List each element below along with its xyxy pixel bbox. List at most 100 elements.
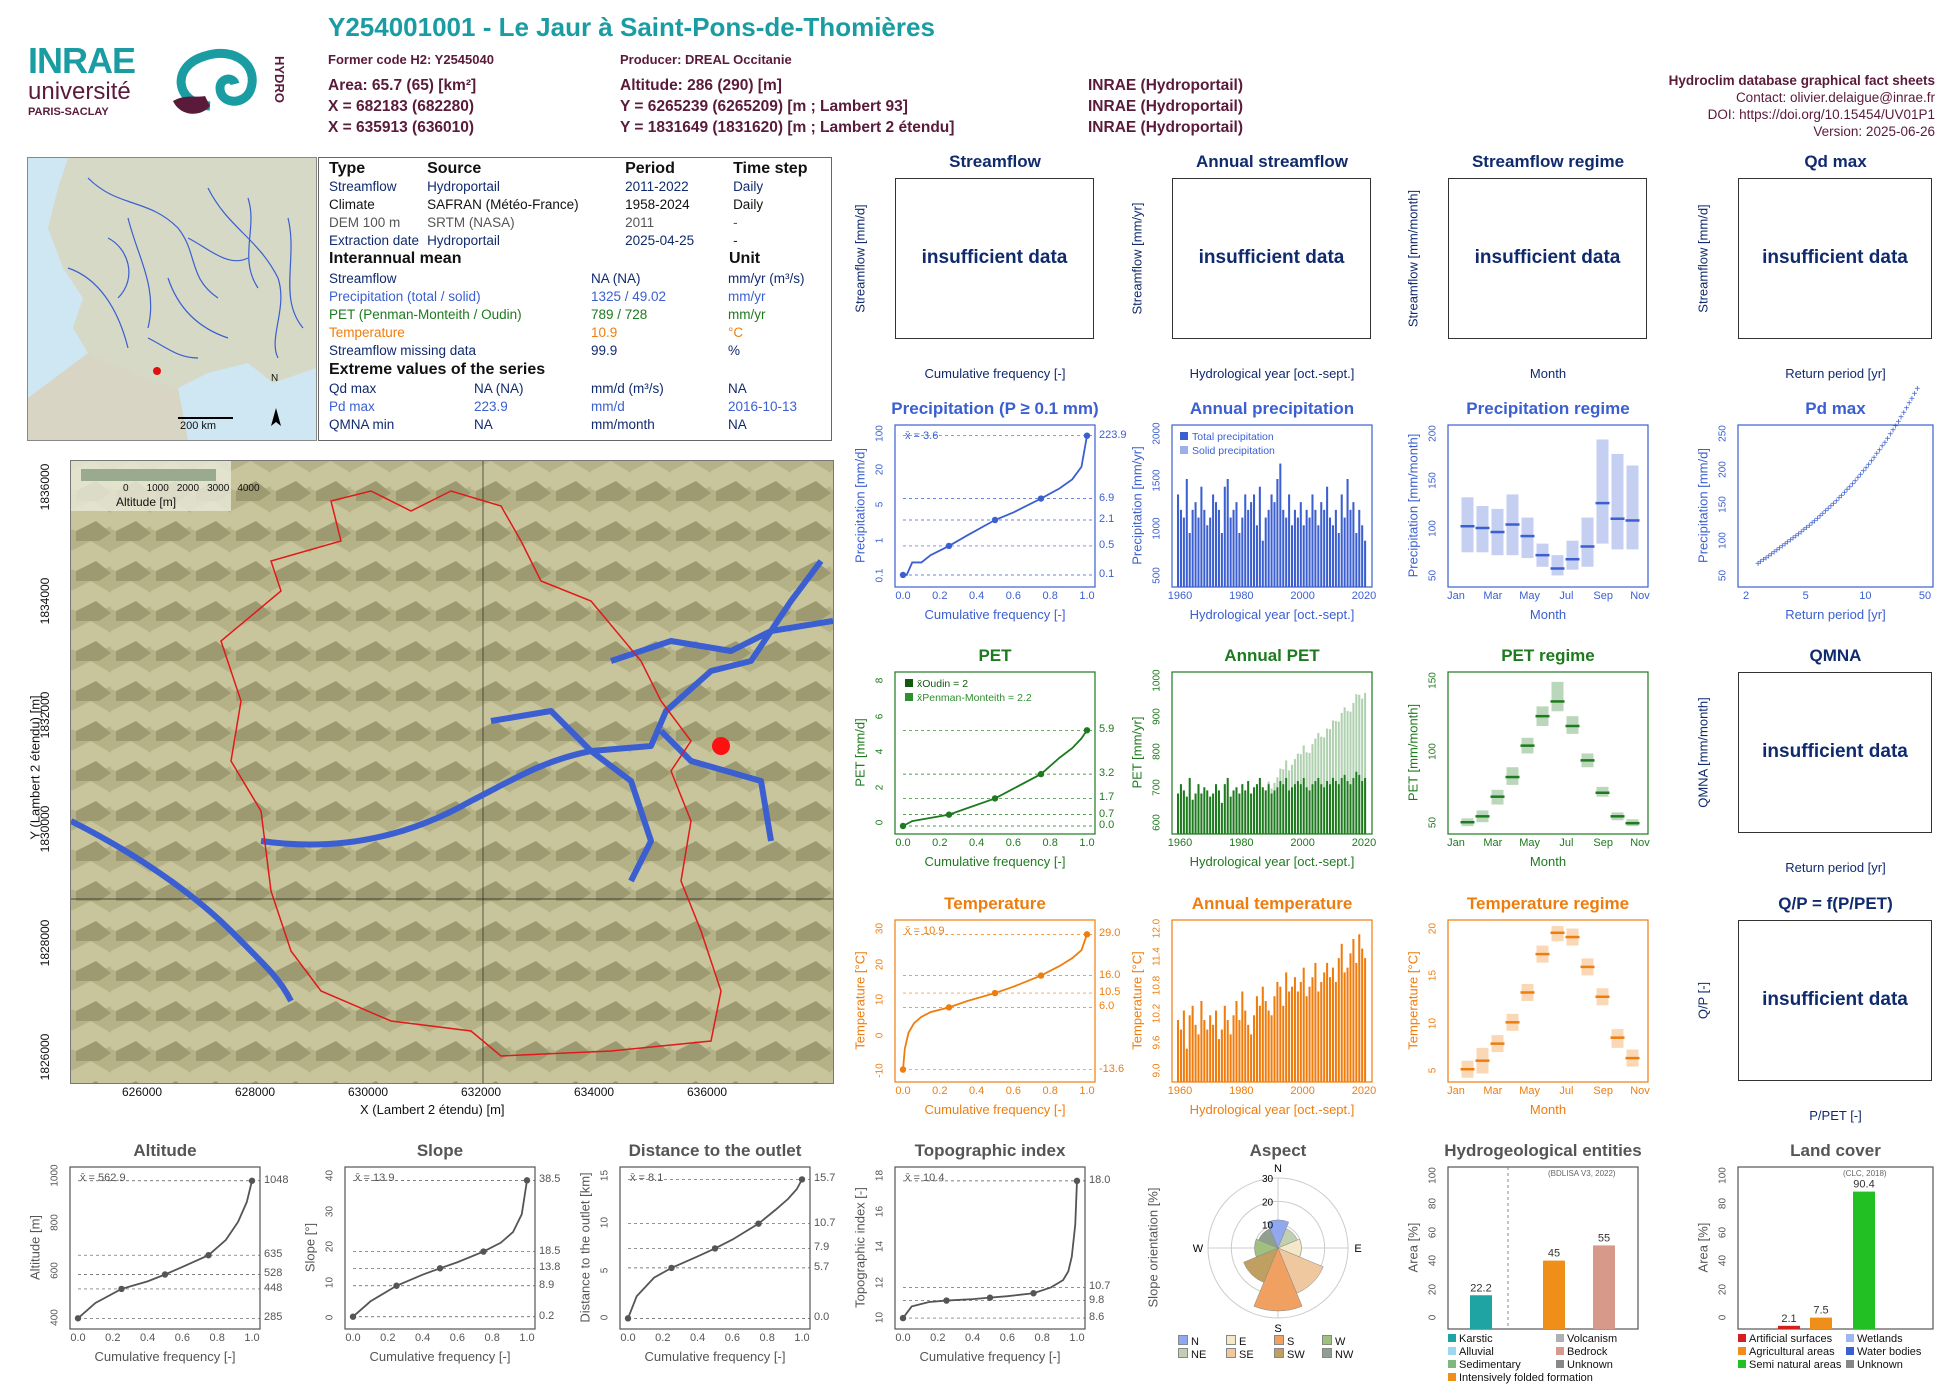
plot-frame [894,424,1096,588]
univ-logo-text: université [28,78,131,105]
annual-bar [1334,981,1337,1082]
pd-max-point: + [1828,502,1834,513]
annual-bar [1215,502,1218,587]
right-value-label: 448 [264,1281,283,1294]
y-axis-label: Precipitation [mm/yr] [1129,446,1145,565]
annual-bar [1279,781,1282,834]
annual-bar [1293,509,1296,587]
unit: °C [728,325,744,340]
annual-legend-item: Total precipitation [1180,431,1274,443]
pd-max-point: + [1793,532,1799,543]
x-tick-label: Jul [1559,590,1574,602]
annual-bar [1308,517,1311,587]
legend-text: Volcanism [1567,1333,1618,1345]
annual-bar [1320,502,1323,587]
annual-bar [1299,784,1302,834]
pd-max-point: + [1839,491,1845,502]
chart-title: Streamflow regime [1471,152,1625,171]
x-axis-label: Cumulative frequency [-] [924,1102,1066,1117]
x-tick-label: 0.4 [139,1332,156,1344]
x-axis-label: Return period [yr] [1785,366,1886,381]
right-value-label: 6.0 [1099,1000,1115,1013]
mean-annotation: x̄ = 8.1 [630,1172,664,1184]
contact-link[interactable]: Contact: olivier.delaigue@inrae.fr [1735,90,1935,105]
annual-bar-overlay [1308,752,1311,791]
quantile-point [899,571,907,579]
legend-text: SW [1287,1349,1305,1361]
list-item: QMNA min NA mm/month NA [329,416,797,434]
category-bar [1853,1191,1875,1329]
legend-text: Bedrock [1567,1346,1608,1358]
x-tick-label: 0.8 [759,1332,775,1344]
annual-bar [1191,509,1194,587]
mean-annotation: x̄ = 10.4 [905,1172,945,1184]
label: Streamflow missing data [329,343,477,358]
y-axis-label: QMNA [mm/month] [1695,697,1711,808]
y-tick-label: 40 [1717,1255,1729,1267]
list-item: Streamflow missing data 99.9% [329,342,804,360]
annual-bar-overlay [1334,721,1337,782]
annual-bar [1361,781,1364,834]
annual-bar [1191,799,1194,834]
annual-bar [1270,494,1273,587]
annual-bar [1364,540,1367,587]
plot-frame [1447,919,1649,1083]
chart-title: Annual PET [1224,646,1320,665]
pd-max-point: + [1755,559,1761,570]
catchment-boundary [220,490,722,1057]
pd-max-point: + [1820,509,1826,520]
x-tick-label: 0.4 [964,1332,981,1344]
chart-plot-area [1171,919,1373,1083]
x-axis-label: Cumulative frequency [-] [924,854,1066,869]
annual-bar [1329,517,1332,587]
legend-swatch [1178,1348,1188,1358]
annual-bar-overlay [1358,694,1361,775]
chart-title: Precipitation regime [1466,399,1630,418]
legend-item: SE [1226,1348,1274,1361]
cell: Hydroportail [427,233,500,248]
y-tick-label: 0 [1427,1314,1439,1321]
x-tick-label: 2000 [1290,837,1315,849]
pet-legend-item: x̄Penman-Monteith = 2.2 [905,692,1032,704]
x-tick-label: 0.0 [895,837,911,849]
legend-text: Agricultural areas [1749,1346,1835,1358]
x-axis-label: Return period [yr] [1785,607,1886,622]
interannual-title: Interannual mean [329,250,462,267]
annual-bar [1217,509,1220,587]
annual-bar [1255,525,1258,587]
y-tick-label: 12 [874,1276,886,1288]
legend-swatch [1180,432,1188,440]
annual-bar [1349,509,1352,587]
cdf-line [352,1180,528,1318]
annual-bar-overlay [1293,759,1296,785]
quantile-point [161,1271,169,1278]
cell: Hydroportail [427,179,500,194]
annual-bar [1340,494,1343,587]
annual-bar [1258,777,1261,834]
annual-bar [1200,1001,1203,1082]
north-text: N [271,373,279,384]
doi-link[interactable]: DOI: https://doi.org/10.15454/UV01P1 [1707,107,1935,122]
y-tick-label: 40 [1427,1255,1439,1267]
annual-bar-overlay [1329,729,1332,785]
annual-bar [1217,1039,1220,1082]
x-tick-label: Jan [1447,837,1465,849]
annual-bar [1253,1015,1256,1082]
annual-bar [1179,1029,1182,1082]
annual-bar [1314,509,1317,587]
source-table: Type Source Period Time step Streamflow H… [325,160,811,250]
list-item: PET (Penman-Monteith / Oudin) 789 / 728 mm… [329,306,804,324]
y-tick-label: 50 [1427,569,1439,582]
bar-value-label: 2.1 [1781,1313,1796,1325]
regime-box [1461,497,1474,553]
annual-bar-overlay [1288,770,1291,791]
y-tick-label: 12.0 [1151,918,1163,939]
rose-direction-label: E [1354,1243,1361,1255]
legend-swatch [1846,1347,1854,1355]
y-axis-label: Temperature [°C] [1129,951,1145,1050]
annual-bar [1279,463,1282,587]
plot-frame [344,1166,536,1330]
db-info: Hydroclim database graphical fact sheets… [1669,72,1935,140]
legend-swatch [1556,1360,1564,1368]
annual-bar [1276,787,1279,834]
